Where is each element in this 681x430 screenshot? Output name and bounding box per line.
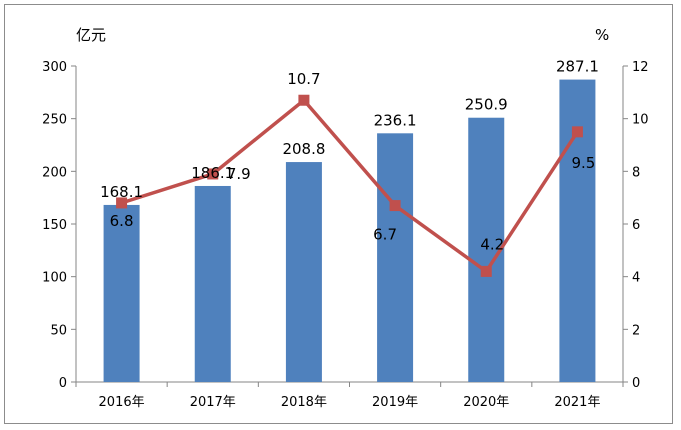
line-marker [116, 197, 128, 209]
bar-value-label: 287.1 [556, 58, 599, 76]
right-tick-label: 0 [632, 376, 640, 391]
left-tick-label: 200 [42, 165, 67, 180]
line-value-label: 4.2 [480, 235, 504, 253]
x-tick-label: 2017年 [190, 395, 236, 410]
data-labels: 168.1 186.1 208.8 236.1 250.9 287.1 6.8 7.9 10.7… [100, 58, 599, 254]
left-tick-label: 50 [50, 323, 67, 338]
x-tick-label: 2021年 [554, 395, 600, 410]
bar-value-label: 250.9 [465, 96, 508, 114]
left-tick-label: 300 [42, 60, 67, 75]
bar [103, 204, 140, 382]
right-axis-unit: % [595, 26, 609, 44]
line-value-label: 9.5 [571, 154, 595, 172]
bar-value-label: 208.8 [282, 140, 325, 158]
bar [285, 162, 322, 382]
growth-polyline [121, 98, 579, 274]
left-tick-label: 100 [42, 271, 67, 286]
bar-value-label: 186.1 [191, 164, 234, 182]
growth-line [116, 94, 583, 277]
line-marker [571, 126, 583, 138]
bar [377, 133, 414, 382]
right-tick-label: 10 [632, 113, 649, 128]
line-value-label: 6.8 [110, 212, 134, 230]
line-marker [389, 200, 401, 212]
line-value-label: 10.7 [287, 70, 320, 88]
axes: 0 50 100 150 200 250 300 0 2 4 6 8 10 12 2016年 2017年 201… [42, 60, 648, 410]
x-tick-label: 2016年 [99, 395, 145, 410]
x-tick-label: 2020年 [463, 395, 509, 410]
left-axis-unit: 亿元 [76, 26, 106, 44]
line-value-label: 7.9 [227, 165, 251, 183]
right-tick-label: 2 [632, 323, 640, 338]
right-tick-label: 4 [632, 271, 640, 286]
bar [559, 79, 596, 382]
line-marker [298, 94, 310, 106]
right-tick-label: 6 [632, 218, 640, 233]
right-tick-label: 8 [632, 165, 640, 180]
left-tick-label: 0 [59, 376, 67, 391]
left-tick-label: 150 [42, 218, 67, 233]
x-tick-label: 2019年 [372, 395, 418, 410]
right-tick-label: 12 [632, 60, 649, 75]
line-marker [207, 168, 219, 180]
line-marker [480, 265, 492, 277]
x-tick-label: 2018年 [281, 395, 327, 410]
bars [103, 79, 596, 383]
bar [194, 185, 231, 382]
bar-value-label: 168.1 [100, 183, 143, 201]
left-tick-label: 250 [42, 113, 67, 128]
line-value-label: 6.7 [373, 226, 397, 244]
bar-value-label: 236.1 [374, 111, 417, 129]
